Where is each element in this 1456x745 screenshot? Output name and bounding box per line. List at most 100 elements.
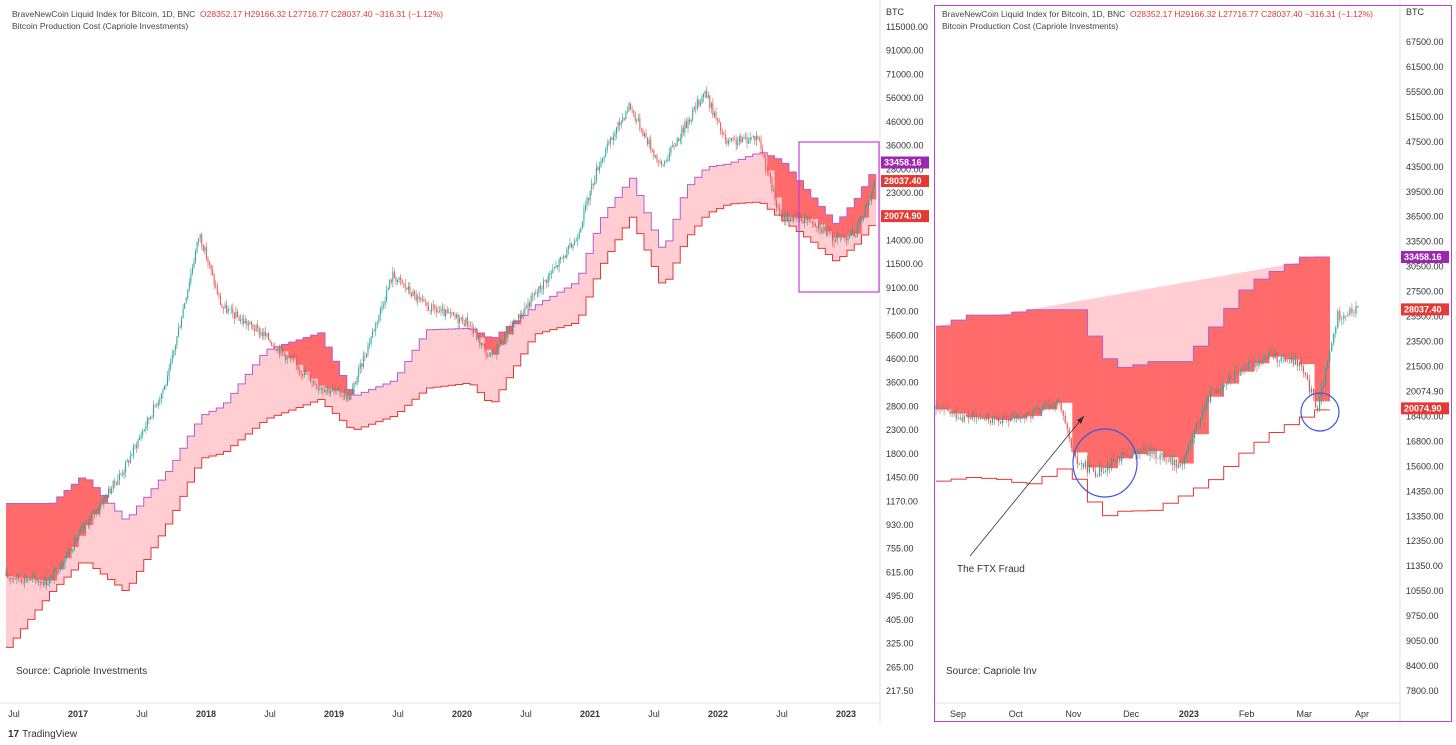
price-candle-body (549, 273, 551, 277)
price-candle-body (185, 298, 187, 304)
price-candle-body (94, 511, 96, 514)
price-candle-body (597, 167, 599, 171)
price-candle-body (1302, 366, 1305, 373)
price-candle-body (1121, 452, 1123, 462)
price-candle-body (490, 352, 492, 355)
price-candle-body (1345, 315, 1347, 317)
price-candle-body (5, 572, 7, 577)
price-badge (881, 156, 929, 169)
price-candle-body (452, 312, 454, 316)
price-candle-body (230, 308, 232, 310)
ftx-arrow-line (969, 415, 1085, 557)
price-candle-body (1153, 448, 1155, 455)
price-candle-body (95, 508, 97, 514)
price-candle-body (149, 416, 151, 420)
price-candle-body (547, 276, 549, 284)
price-candle-body (785, 215, 787, 221)
price-candle-body (223, 307, 224, 309)
price-candle-body (937, 405, 939, 408)
price-candle-body (302, 374, 304, 376)
price-candle-body (45, 577, 47, 586)
price-candle-body (1167, 461, 1169, 462)
price-candle-body (1157, 458, 1159, 460)
price-candle-body (572, 244, 574, 248)
price-candle-body (1349, 308, 1351, 315)
price-candle-body (1100, 465, 1103, 473)
price-candle-body (81, 526, 83, 530)
price-candle-body (838, 233, 840, 237)
price-candle-body (1264, 356, 1266, 361)
price-candle-body (1236, 371, 1238, 372)
price-candle-body (61, 565, 63, 567)
price-candle-body (690, 119, 692, 122)
price-candle-body (765, 158, 767, 170)
y-tick-label: 20074.90 (1406, 386, 1444, 396)
left-chart-svg[interactable]: BTC 115000.00 91000.00 71000.00 56000.00 4600… (0, 0, 930, 725)
below-cost-fill (774, 158, 783, 198)
price-candle-body (1308, 379, 1311, 393)
below-cost-fill (1117, 367, 1134, 459)
right-chart-svg[interactable]: BTC 67500.00 61500.00 55500.00 51500.00 47500… (934, 0, 1456, 725)
price-candle-body (614, 133, 616, 137)
right-legend-ohlc: O28352.17 H29166.32 L27716.77 C28037.40 … (1130, 9, 1373, 19)
price-candle-body (1050, 404, 1052, 409)
price-badge (1401, 303, 1449, 316)
price-candle-body (1123, 452, 1125, 455)
price-candle-body (412, 291, 414, 297)
price-candle-body (369, 343, 371, 345)
price-candle-body (215, 284, 217, 287)
price-candle-body (367, 344, 369, 355)
price-candle-body (766, 169, 768, 173)
price-candle-body (1064, 415, 1066, 424)
price-candle-body (213, 274, 215, 285)
below-cost-fill (93, 487, 101, 515)
price-candle-body (782, 213, 784, 222)
price-candle-body (291, 357, 293, 359)
below-cost-fill (825, 214, 833, 232)
price-candle-body (98, 507, 100, 512)
y-tick-label: 39500.00 (1406, 187, 1444, 197)
price-candle-body (1246, 369, 1248, 371)
x-tick-label: Dec (1123, 709, 1140, 719)
price-candle-body (1092, 466, 1095, 472)
price-candle-body (935, 405, 937, 410)
price-candle-body (78, 531, 80, 538)
price-candle-body (505, 333, 507, 338)
price-candle-body (1066, 423, 1068, 430)
price-candle-body (1169, 457, 1171, 462)
price-candle-body (1268, 352, 1270, 359)
price-candle-body (1117, 456, 1119, 463)
price-candle-body (271, 342, 273, 346)
price-candle-body (828, 230, 830, 232)
below-cost-fill (303, 337, 311, 372)
price-candle-body (171, 354, 173, 363)
price-candle-body (985, 414, 988, 420)
price-candle-body (1076, 456, 1078, 465)
price-candle-body (822, 227, 824, 233)
right-chart-pane[interactable]: BTC 67500.00 61500.00 55500.00 51500.00 47500… (934, 0, 1456, 725)
left-legend-line2: Bitcoin Production Cost (Capriole Invest… (12, 21, 189, 31)
price-candle-body (1201, 411, 1204, 419)
price-candle-body (519, 314, 521, 319)
left-chart-pane[interactable]: BTC 115000.00 91000.00 71000.00 56000.00 4600… (0, 0, 930, 725)
price-candle-body (640, 129, 642, 131)
price-candle-body (1131, 454, 1133, 459)
price-candle-body (1056, 399, 1058, 405)
price-candle-body (75, 537, 77, 542)
below-cost-fill (832, 223, 841, 238)
below-cost-fill (839, 216, 848, 238)
price-candle-body (1119, 456, 1121, 462)
y-tick-label: 9750.00 (1406, 611, 1439, 621)
price-candle-body (991, 416, 994, 423)
price-candle-body (11, 577, 13, 580)
price-candle-body (707, 95, 709, 98)
price-candle-body (715, 112, 717, 119)
price-candle-body (718, 119, 720, 123)
below-cost-fill (796, 180, 804, 218)
price-candle-body (1147, 450, 1149, 456)
price-badge (1401, 402, 1449, 415)
price-candle-body (272, 345, 274, 347)
price-candle-body (600, 161, 602, 167)
price-candle-body (780, 213, 782, 217)
production-cost-band (936, 257, 1330, 368)
